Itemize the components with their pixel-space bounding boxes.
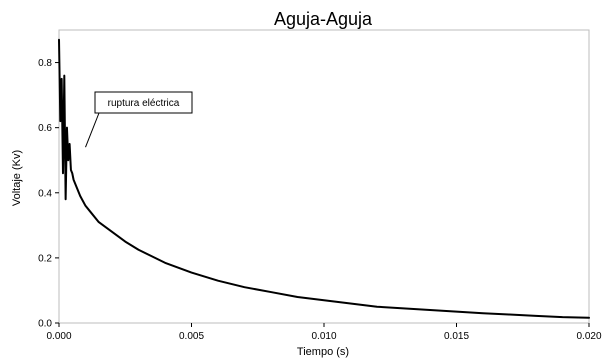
plot-area — [58, 29, 590, 324]
y-tick-label: 0.8 — [38, 58, 52, 69]
x-tick-label: 0.015 — [444, 331, 469, 342]
y-axis-ticks: 0.0 0.2 0.4 0.6 0.8 — [38, 58, 59, 330]
series-line — [58, 38, 590, 319]
x-tick-label: 0.005 — [179, 331, 204, 342]
x-tick-label: 0.010 — [311, 331, 336, 342]
series-layer — [58, 38, 590, 319]
x-tick-label: 0.000 — [46, 331, 71, 342]
y-tick-label: 0.4 — [38, 188, 52, 199]
x-axis-ticks: 0.000 0.005 0.010 0.015 0.020 — [46, 323, 602, 342]
annotation-leader-line — [85, 112, 100, 148]
annotation-layer: ruptura eléctrica — [85, 91, 193, 148]
y-tick-label: 0.2 — [38, 253, 52, 264]
x-tick-label: 0.020 — [576, 331, 601, 342]
y-tick-label: 0.0 — [38, 319, 52, 330]
y-axis-label: Voltaje (Kv) — [11, 150, 23, 206]
x-axis-label: Tiempo (s) — [297, 346, 349, 358]
chart-title: Aguja-Aguja — [274, 9, 373, 29]
y-tick-label: 0.6 — [38, 123, 52, 134]
annotation-box — [94, 91, 193, 114]
annotation-label: ruptura eléctrica — [108, 98, 180, 109]
